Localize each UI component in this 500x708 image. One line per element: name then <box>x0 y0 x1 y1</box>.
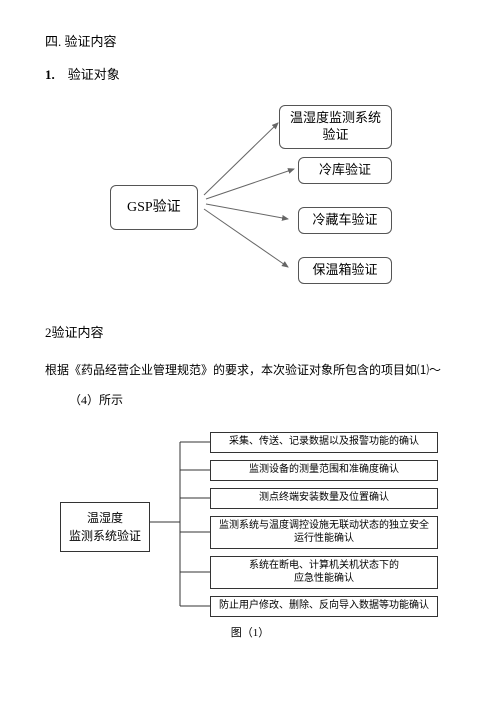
gsp-root-node: GSP验证 <box>110 185 198 230</box>
d2-item-node: 监测系统与温度调控设施无联动状态的独立安全运行性能确认 <box>210 516 438 549</box>
d2-item-node: 测点终端安装数量及位置确认 <box>210 488 438 509</box>
gsp-child-node: 保温箱验证 <box>298 257 392 284</box>
body-para-1: 根据《药品经营企业管理规范》的要求，本次验证对象所包含的项目如⑴～ <box>45 358 455 382</box>
gsp-child-node: 冷藏车验证 <box>298 207 392 234</box>
subsection-number: 1. <box>45 67 55 82</box>
figure-caption: 图（1） <box>45 624 455 644</box>
subsection-text: 验证对象 <box>68 67 120 82</box>
d2-root-node: 温湿度监测系统验证 <box>60 502 150 552</box>
d2-item-node: 系统在断电、计算机关机状态下的应急性能确认 <box>210 556 438 589</box>
gsp-child-node: 温湿度监测系统验证 <box>279 105 392 149</box>
d2-item-node: 采集、传送、记录数据以及报警功能的确认 <box>210 432 438 453</box>
monitoring-system-diagram: 温湿度监测系统验证 采集、传送、记录数据以及报警功能的确认监测设备的测量范围和准… <box>60 430 440 620</box>
subsection-heading: 1. 验证对象 <box>45 63 455 86</box>
section-heading: 四. 验证内容 <box>45 30 455 53</box>
gsp-child-node: 冷库验证 <box>298 157 392 184</box>
subsection-2-heading: 2验证内容 <box>45 321 455 344</box>
body-para-2: （4）所示 <box>45 388 455 412</box>
d2-item-node: 防止用户修改、删除、反向导入数据等功能确认 <box>210 596 438 617</box>
page: 四. 验证内容 1. 验证对象 GSP验证 温湿度监测系统验证冷库验证冷藏车验证… <box>0 0 500 664</box>
d2-item-node: 监测设备的测量范围和准确度确认 <box>210 460 438 481</box>
gsp-tree-diagram: GSP验证 温湿度监测系统验证冷库验证冷藏车验证保温箱验证 <box>100 101 400 301</box>
